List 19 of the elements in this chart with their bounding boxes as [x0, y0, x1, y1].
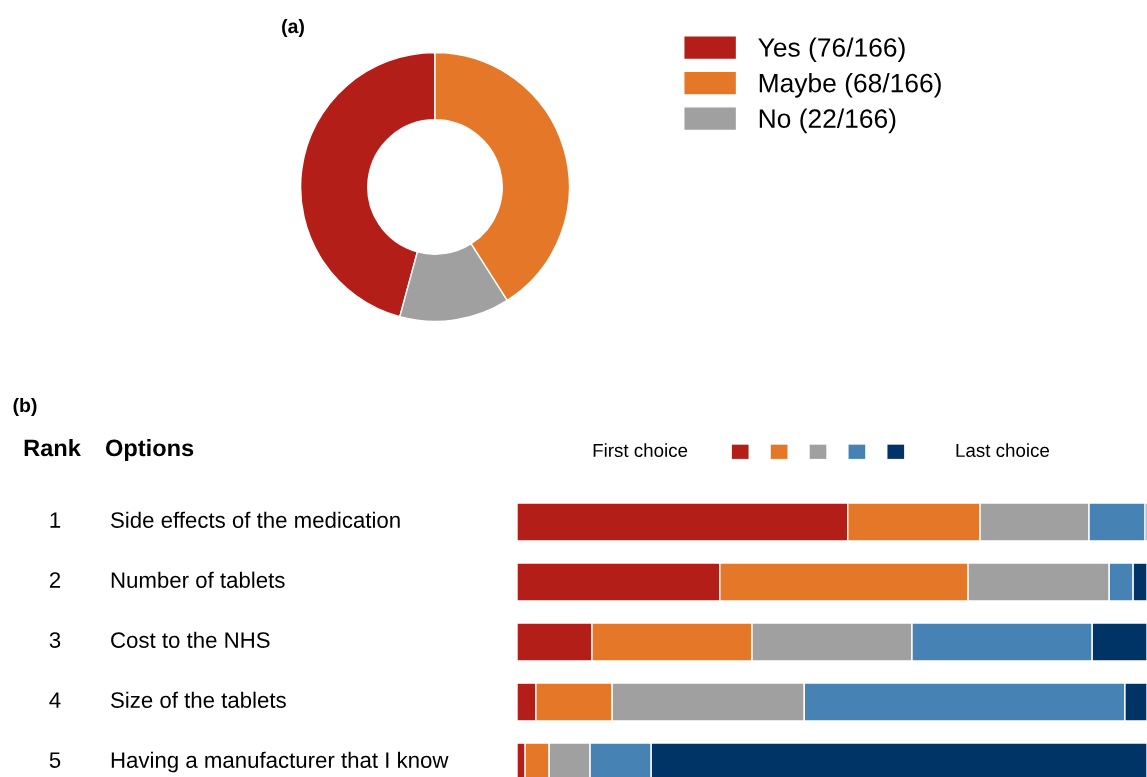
text: (b) — [13, 397, 37, 417]
text: Rank — [24, 438, 81, 457]
text: First choice — [593, 443, 688, 458]
y-tick-label: Side effects of the medication — [111, 511, 400, 528]
text: 4 — [49, 692, 61, 708]
text: 5 — [49, 752, 61, 768]
legend-label: Yes (76/166) — [758, 37, 905, 63]
y-tick-label: Number of tablets — [111, 571, 285, 588]
legend-label: Maybe (68/166) — [759, 73, 941, 98]
y-tick-label: Size of the tablets — [111, 691, 286, 708]
text: 3 — [49, 632, 61, 648]
y-tick-label: Having a manufacturer that I know — [111, 751, 449, 773]
text: Options — [105, 438, 194, 461]
text: 1 — [50, 512, 61, 528]
chart-title: (a) — [282, 18, 304, 38]
text: Last choice — [956, 443, 1050, 458]
text: 2 — [49, 572, 61, 588]
y-tick-label: Cost to the NHS — [111, 631, 270, 648]
legend-label: No (22/166) — [759, 108, 896, 134]
